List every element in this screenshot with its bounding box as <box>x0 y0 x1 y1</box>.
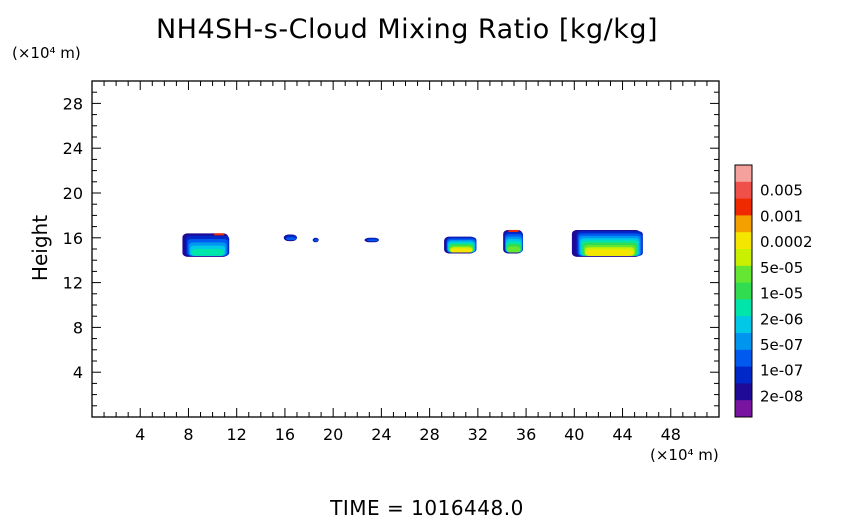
colorbar-frame <box>734 164 753 418</box>
x-tick-label: 12 <box>227 425 247 444</box>
y-tick-label: 12 <box>63 274 83 293</box>
colorbar-label: 1e-07 <box>760 362 803 380</box>
x-tick-label: 16 <box>275 425 295 444</box>
colorbar-label: 0.005 <box>760 182 803 200</box>
y-tick-label: 4 <box>73 363 83 382</box>
cloud-4-layer-2 <box>366 239 379 242</box>
cloud-2 <box>283 234 297 242</box>
colorbar-swatch <box>735 400 752 418</box>
cloud-field <box>182 229 643 257</box>
colorbar-swatch <box>735 181 752 200</box>
cloud-6-layer-7 <box>507 246 521 253</box>
colorbar-label: 5e-07 <box>760 336 803 354</box>
cloud-7-layer-9 <box>586 249 634 256</box>
cloud-6-top-edge <box>508 229 519 232</box>
colorbar-label: 0.0002 <box>760 233 813 251</box>
colorbar-swatch <box>735 349 752 368</box>
x-tick-label: 32 <box>468 425 488 444</box>
colorbar-label: 2e-06 <box>760 310 803 328</box>
colorbar-label: 1e-05 <box>760 285 803 303</box>
time-footer: TIME = 1016448.0 <box>330 496 524 520</box>
x-tick-label: 8 <box>183 425 193 444</box>
cloud-4 <box>364 237 379 243</box>
x-tick-label: 28 <box>419 425 439 444</box>
colorbar-swatch <box>735 232 752 250</box>
cloud-5 <box>444 236 477 254</box>
colorbar-swatch <box>735 215 752 233</box>
cloud-6 <box>503 229 524 254</box>
colorbar-swatch <box>735 198 752 216</box>
x-axis-unit: (×10⁴ m) <box>650 446 719 464</box>
cloud-5-layer-9 <box>450 248 473 253</box>
chart-title: NH4SH-s-Cloud Mixing Ratio [kg/kg] <box>155 14 659 45</box>
cloud-3-layer-2 <box>313 239 319 242</box>
colorbar-swatch <box>735 383 752 401</box>
cloud-1-layer-5 <box>191 248 224 256</box>
colorbar-swatch <box>735 249 752 267</box>
cloud-2-layer-2 <box>285 237 297 241</box>
cloud-1-top-edge <box>214 233 225 236</box>
x-tick-label: 36 <box>516 425 536 444</box>
colorbar-label: 5e-05 <box>760 259 803 277</box>
y-tick-label: 8 <box>73 318 83 337</box>
colorbar: 0.005 0.001 0.0002 5e-05 1e-05 2e-06 5e-07 1e-0… <box>734 164 813 418</box>
cloud-7 <box>571 229 643 257</box>
x-tick-label: 44 <box>612 425 632 444</box>
cloud-3 <box>312 237 319 243</box>
x-tick-label: 48 <box>661 425 681 444</box>
colorbar-swatch <box>735 165 752 183</box>
colorbar-label: 2e-08 <box>760 387 803 405</box>
x-tick-label: 4 <box>135 425 145 444</box>
colorbar-swatch <box>735 366 752 384</box>
x-tick-label: 20 <box>323 425 343 444</box>
y-tick-label: 28 <box>63 94 83 113</box>
x-tick-label: 40 <box>564 425 584 444</box>
y-tick-label: 20 <box>63 184 83 203</box>
y-tick-label: 16 <box>63 229 83 248</box>
x-tick-label: 24 <box>371 425 391 444</box>
colorbar-swatch <box>735 265 752 284</box>
cloud-1 <box>182 233 230 257</box>
colorbar-swatch <box>735 299 752 317</box>
colorbar-swatch <box>735 282 752 300</box>
colorbar-swatch <box>735 333 752 351</box>
y-tick-label: 24 <box>63 139 83 158</box>
colorbar-label: 0.001 <box>760 207 803 225</box>
colorbar-swatch <box>735 316 752 334</box>
y-axis-unit: (×10⁴ m) <box>12 44 81 62</box>
